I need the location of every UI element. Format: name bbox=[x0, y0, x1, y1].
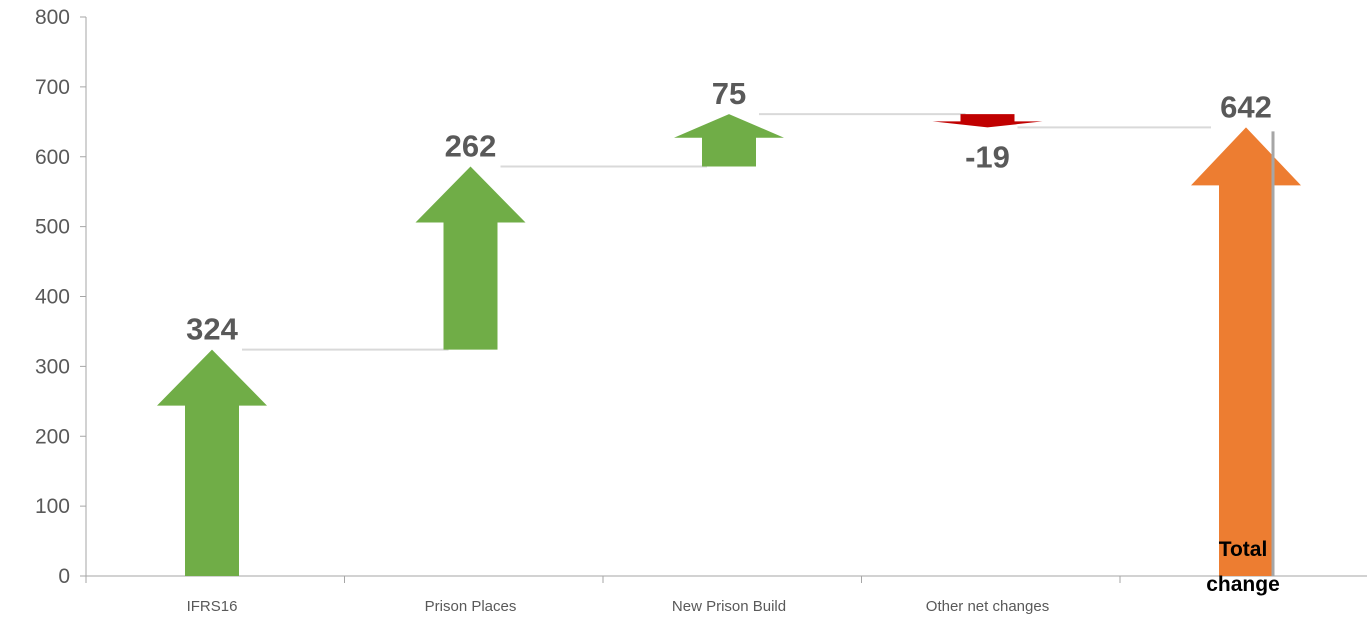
x-axis: IFRS16 Prison Places New Prison Build Other… bbox=[85, 575, 1367, 615]
x-category-label: Other net changes bbox=[926, 598, 1049, 615]
data-label-4: -19 bbox=[965, 139, 1010, 174]
data-label-1: 324 bbox=[186, 312, 238, 347]
arrow-mark-5 bbox=[1191, 127, 1301, 576]
arrow-marks bbox=[157, 114, 1301, 576]
x-category-label: Prison Places bbox=[425, 598, 517, 615]
arrow-mark-2 bbox=[415, 166, 526, 350]
y-tick-label: 200 bbox=[35, 425, 70, 448]
connectors bbox=[242, 113, 1211, 351]
data-label-5: 642 bbox=[1220, 89, 1272, 124]
y-tick-label: 700 bbox=[35, 76, 70, 99]
y-tick-label: 300 bbox=[35, 355, 70, 378]
y-axis: 0 100 200 300 400 500 600 700 800 bbox=[35, 6, 87, 588]
total-change-label-line-2: change bbox=[1206, 573, 1280, 596]
y-tick-label: 400 bbox=[35, 286, 70, 309]
y-tick-label: 0 bbox=[58, 565, 70, 588]
arrow-mark-1 bbox=[157, 349, 267, 576]
y-tick-label: 600 bbox=[35, 146, 70, 169]
y-tick-label: 500 bbox=[35, 216, 70, 239]
data-label-2: 262 bbox=[445, 129, 497, 164]
y-tick-label: 800 bbox=[35, 6, 70, 29]
data-label-3: 75 bbox=[712, 76, 746, 111]
arrow-mark-3 bbox=[674, 114, 784, 167]
x-category-label: New Prison Build bbox=[672, 598, 786, 615]
total-change-label-line-1: Total bbox=[1219, 538, 1268, 561]
data-labels: 324 262 75 -19 642 bbox=[186, 76, 1272, 346]
x-category-label: IFRS16 bbox=[187, 598, 238, 615]
y-tick-label: 100 bbox=[35, 495, 70, 518]
arrow-mark-4 bbox=[932, 114, 1043, 128]
